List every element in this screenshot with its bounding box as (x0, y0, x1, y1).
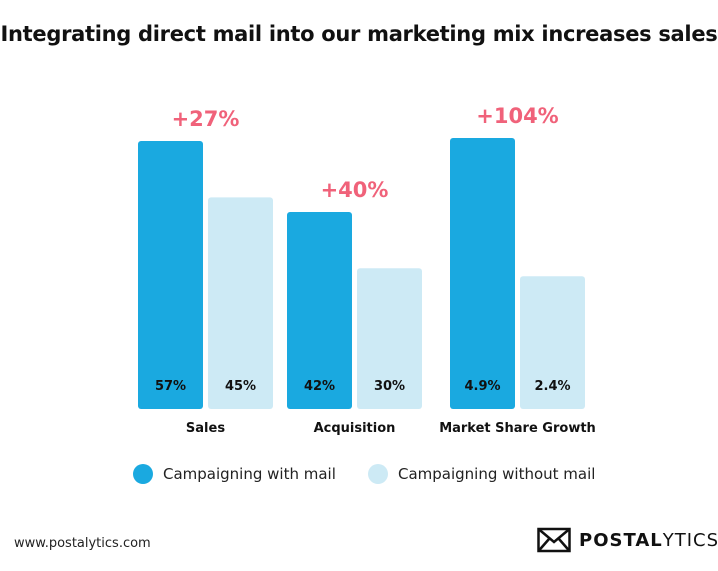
data-label: 4.9% (464, 379, 500, 394)
data-label: 30% (374, 379, 405, 394)
legend: Campaigning with mail Campaigning withou… (0, 464, 718, 494)
legend-label-without-mail: Campaigning without mail (398, 465, 596, 483)
bar-without-mail-1 (357, 268, 422, 409)
legend-item-without-mail: Campaigning without mail (368, 464, 595, 484)
increase-label: +40% (321, 178, 389, 202)
legend-label-with-mail: Campaigning with mail (163, 465, 336, 483)
increase-label: +27% (172, 107, 240, 131)
category-label: Market Share Growth (439, 421, 596, 436)
bar-chart: 57% 45% +27% Sales 42% 30% +40% Acquisition 4.9%… (138, 104, 596, 436)
data-label: 2.4% (534, 379, 570, 394)
bar-with-mail-0 (138, 141, 203, 409)
brand-name: POSTALYTICS (579, 529, 718, 551)
bar-with-mail-2 (450, 138, 515, 409)
brand-logo: POSTALYTICS (537, 527, 718, 553)
bar-without-mail-0 (208, 197, 273, 409)
envelope-icon (537, 527, 571, 553)
data-label: 42% (304, 379, 335, 394)
bar-with-mail-1 (287, 212, 352, 409)
category-label: Sales (186, 421, 225, 436)
legend-swatch-with-mail (133, 464, 153, 484)
chart-title: Integrating direct mail into our marketi… (0, 22, 718, 46)
legend-swatch-without-mail (368, 464, 388, 484)
bar-without-mail-2 (520, 276, 585, 409)
legend-item-with-mail: Campaigning with mail (133, 464, 336, 484)
category-label: Acquisition (314, 421, 396, 436)
data-label: 45% (225, 379, 256, 394)
increase-label: +104% (476, 104, 558, 128)
footer-url[interactable]: www.postalytics.com (14, 536, 151, 551)
data-label: 57% (155, 379, 186, 394)
